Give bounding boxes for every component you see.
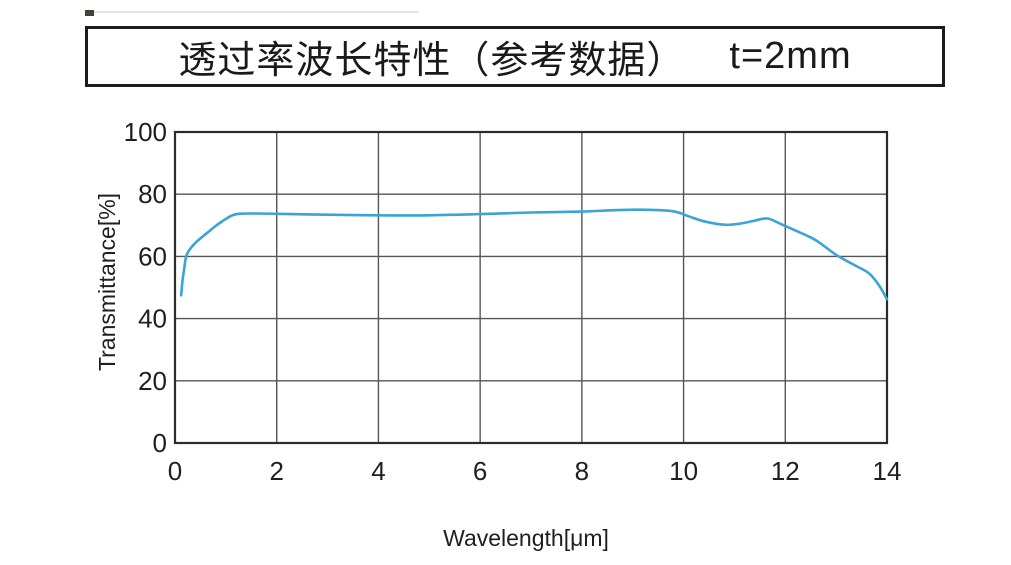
scan-artifact-line (88, 11, 418, 13)
thickness-label: t=2mm (729, 35, 852, 77)
plot-border (173, 130, 889, 445)
x-tick-label: 14 (873, 456, 902, 486)
x-tick-label: 0 (168, 456, 182, 486)
x-tick-label: 4 (371, 456, 385, 486)
chart-title: 透过率波长特性（参考数据） (178, 40, 686, 82)
x-tick-label: 8 (575, 456, 589, 486)
x-tick-label: 10 (669, 456, 698, 486)
y-tick-label: 20 (138, 366, 167, 396)
x-tick-label: 2 (269, 456, 283, 486)
y-tick-label: 80 (138, 179, 167, 209)
scan-artifact-mark (85, 10, 94, 16)
y-tick-label: 60 (138, 241, 167, 271)
x-tick-label: 12 (771, 456, 800, 486)
x-tick-label: 6 (473, 456, 487, 486)
y-axis-title: Transmittance[%] (94, 193, 120, 371)
y-tick-label: 100 (124, 117, 167, 147)
y-tick-label: 0 (153, 428, 167, 458)
transmittance-curve (179, 208, 889, 301)
y-tick-label: 40 (138, 304, 167, 334)
x-axis-title: Wavelength[μm] (443, 525, 609, 551)
title-box: 透过率波长特性（参考数据） t=2mm (85, 26, 945, 87)
